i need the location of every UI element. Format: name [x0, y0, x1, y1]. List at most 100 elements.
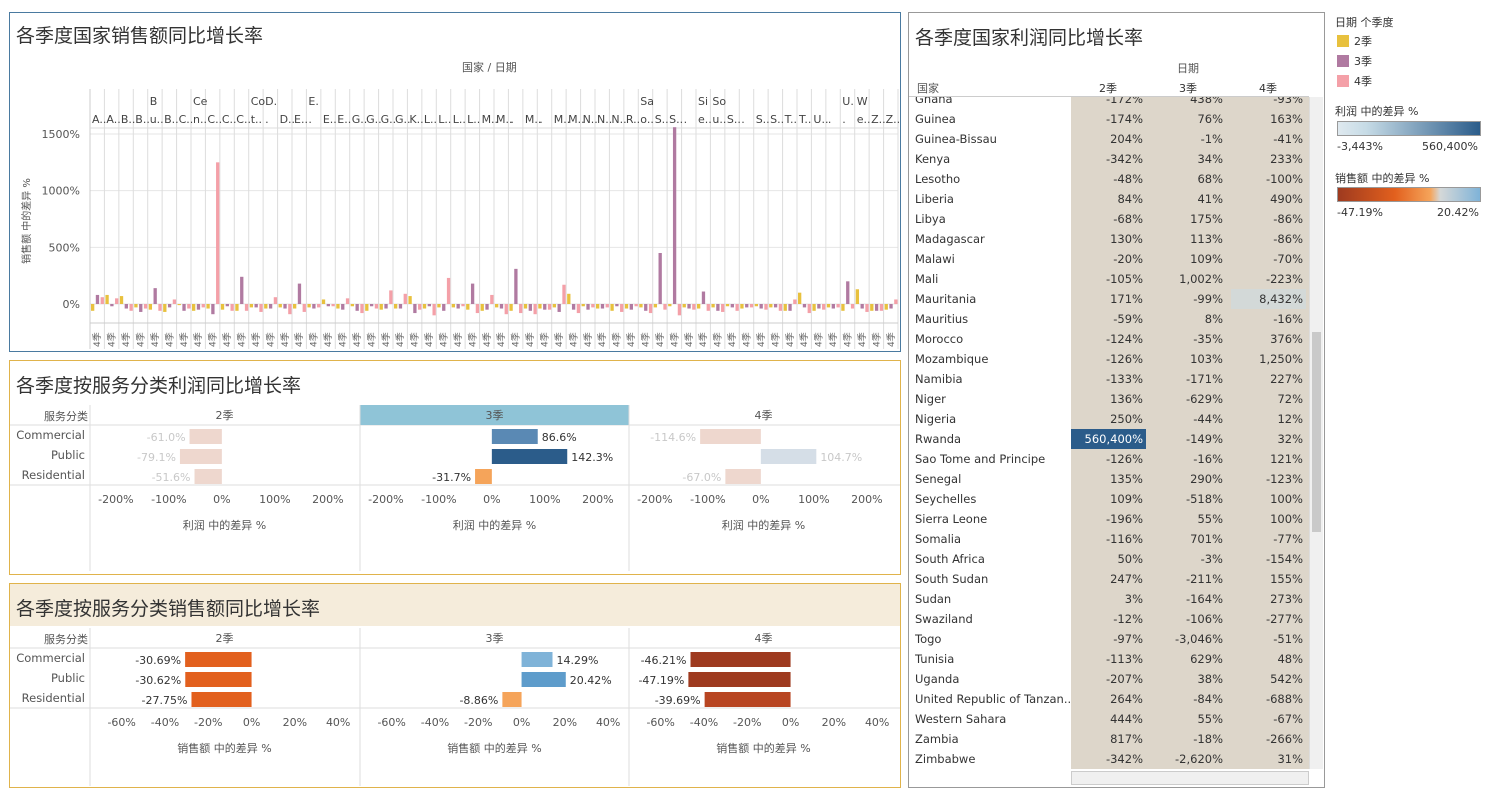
country-cell: Mozambique [915, 352, 989, 366]
vertical-scrollbar[interactable] [1309, 97, 1323, 769]
country-label: L.. [467, 113, 480, 126]
country-label: U. [842, 95, 854, 108]
panel-title: 各季度按服务分类销售额同比增长率 [16, 598, 321, 620]
bar-3季 [326, 304, 330, 307]
bar-2季 [596, 304, 600, 309]
x-tick-label: 4季 [91, 332, 103, 347]
bar-3季 [773, 304, 778, 308]
bar-2季 [134, 304, 138, 308]
x-tick-label: 4季 [640, 332, 652, 347]
bar-2季 [466, 304, 470, 310]
bar [502, 692, 522, 707]
bar-4季 [865, 304, 869, 312]
country-label: B.. [164, 113, 179, 126]
country-label: S.. [669, 113, 683, 126]
date-header: 日期 [484, 403, 506, 404]
x-tick-label: -200% [368, 493, 403, 506]
table-row: United Republic of Tanzan.. 264% -84% -688% [909, 689, 1309, 709]
table-row: Malawi -20% 109% -70% [909, 249, 1309, 269]
x-tick-label: 200% [851, 493, 882, 506]
value-cell: 233% [1270, 152, 1303, 166]
category-label: Residential [22, 691, 85, 705]
x-tick-label: -100% [151, 493, 186, 506]
x-tick-label: -40% [421, 716, 449, 729]
value-cell: 12% [1277, 412, 1303, 426]
bar-3季 [629, 304, 633, 310]
country-label: E. [308, 95, 318, 108]
x-tick-label: 4季 [293, 332, 305, 347]
legend-swatch [1337, 55, 1349, 67]
country-label: . [842, 113, 846, 126]
x-tick-label: 4季 [120, 332, 132, 347]
x-tick-label: 40% [596, 716, 620, 729]
table-row: Liberia 84% 41% 490% [909, 189, 1309, 209]
bar-4季 [793, 299, 797, 304]
country-label: S.. [727, 113, 741, 126]
data-label: -31.7% [432, 471, 471, 484]
x-tick-label: 4季 [409, 332, 421, 347]
x-axis-label: 利润 中的差异 % [722, 518, 805, 532]
table-row: Swaziland -12% -106% -277% [909, 609, 1309, 629]
country-cell: Western Sahara [915, 712, 1007, 726]
value-cell: 227% [1270, 372, 1303, 386]
value-cell: -105% [1105, 272, 1143, 286]
table-row: Kenya -342% 34% 233% [909, 149, 1309, 169]
value-cell: -518% [1185, 492, 1223, 506]
country-cell: Zimbabwe [915, 752, 976, 766]
horizontal-scrollbar[interactable] [1071, 771, 1309, 785]
x-tick-label: 4季 [539, 332, 551, 347]
value-cell: 34% [1197, 152, 1223, 166]
value-cell: -86% [1273, 212, 1303, 226]
bar-4季 [446, 277, 451, 304]
value-cell: 542% [1270, 672, 1303, 686]
scrollbar-thumb[interactable] [1312, 332, 1321, 532]
country-cell: Kenya [915, 152, 951, 166]
bar-2季 [509, 304, 513, 311]
legend-item-q3[interactable]: 3季 [1337, 53, 1372, 69]
value-cell: -342% [1105, 152, 1143, 166]
legend-item-q4[interactable]: 4季 [1337, 73, 1372, 89]
bar-2季 [581, 304, 585, 307]
country-label: B [150, 95, 158, 108]
panel-header: 4季 [755, 632, 773, 645]
bar-2季 [293, 304, 297, 309]
bar-2季 [711, 304, 715, 308]
x-tick-label: -200% [637, 493, 672, 506]
country-label: M.. [496, 113, 512, 126]
country-cell: Zambia [915, 732, 959, 746]
table-body[interactable]: Ghana -172% 438% -93% Guinea -174% 76% 163% Guin… [909, 97, 1309, 769]
bar-4季 [115, 298, 119, 304]
country-label: C.. [222, 113, 237, 126]
bar-4季 [547, 304, 552, 310]
country-cell: Guinea [915, 112, 956, 126]
bar [194, 469, 222, 484]
panel-header: 3季 [486, 632, 504, 645]
x-tick-label: 4季 [207, 332, 219, 347]
country-label: S.. [770, 113, 784, 126]
bar-2季 [653, 304, 658, 308]
bar-2季 [105, 294, 109, 304]
value-cell: -68% [1113, 212, 1143, 226]
x-tick-label: 4季 [510, 332, 522, 347]
bar-3季 [355, 304, 359, 311]
country-label: e.. [857, 113, 871, 126]
bar-4季 [677, 304, 682, 316]
legend-item-q2[interactable]: 2季 [1337, 33, 1372, 49]
country-sales-chart: 1500% 1000% 500% 0% 销售额 中的差异 % A.. 4季 A.. 4季 B.. 4… [20, 89, 900, 349]
bar-4季 [129, 304, 133, 311]
bar-4季 [490, 294, 494, 304]
country-label: T.. [784, 113, 797, 126]
panel-title: 各季度国家销售额同比增长率 [16, 25, 264, 47]
bar-4季 [778, 304, 783, 311]
value-cell: -3% [1200, 552, 1223, 566]
date-header: 日期 [484, 626, 506, 627]
country-label: . [741, 113, 745, 126]
bar-2季 [754, 304, 759, 307]
row-header: 服务分类 [44, 409, 88, 423]
country-cell: Lesotho [915, 172, 961, 186]
category-label: Commercial [16, 651, 85, 665]
category-label: Residential [22, 468, 85, 482]
value-cell: -266% [1265, 732, 1303, 746]
bar-2季 [855, 289, 860, 304]
data-label: -114.6% [650, 431, 696, 444]
